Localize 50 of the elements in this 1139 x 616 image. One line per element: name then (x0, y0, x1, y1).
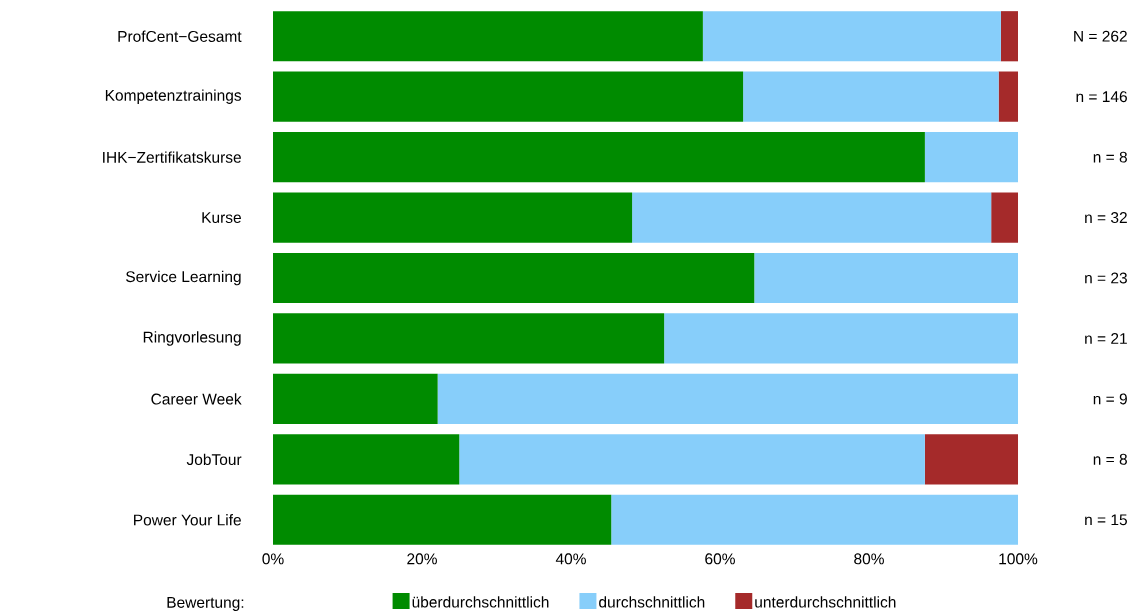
text: n = 146 (1076, 91, 1127, 103)
y-tick-label: Career Week (151, 393, 242, 405)
bar (273, 192, 633, 243)
text: n = 8 (1093, 453, 1127, 465)
legend-label: überdurchschnittlich (412, 596, 549, 608)
x-tick-label: 60% (705, 553, 735, 565)
bar (998, 71, 1019, 122)
bar (273, 71, 744, 122)
bar (273, 494, 612, 545)
text: n = 8 (1093, 151, 1127, 163)
x-tick-label: 0% (262, 553, 284, 565)
x-tick-label: 100% (999, 553, 1038, 565)
bar (459, 434, 925, 485)
legend-label: durchschnittlich (599, 596, 705, 608)
x-tick-label: 80% (854, 553, 884, 565)
y-tick-label: Ringvorlesung (143, 331, 241, 346)
text: n = 23 (1085, 272, 1127, 284)
bar (273, 252, 755, 304)
bar (273, 313, 665, 364)
bar (611, 494, 1019, 545)
bar (437, 373, 1019, 424)
y-tick-label: JobTour (186, 453, 242, 466)
legend-title: Bewertung: (167, 597, 244, 611)
x-tick-label: 20% (407, 553, 437, 565)
bar (924, 132, 1019, 183)
text: n = 21 (1085, 333, 1127, 344)
bar (1000, 11, 1019, 62)
bar (991, 192, 1019, 243)
bar (743, 71, 999, 122)
bar (273, 132, 925, 183)
y-tick-label: IHK−Zertifikatskurse (103, 151, 241, 163)
bar (273, 373, 438, 424)
bar (273, 11, 703, 62)
y-tick-label: Power Your Life (134, 514, 241, 526)
bar (664, 313, 1019, 364)
bar (702, 11, 1001, 62)
text: n = 32 (1085, 212, 1127, 224)
y-tick-label: Kurse (202, 212, 241, 223)
legend-label: unterdurchschnittlich (755, 596, 896, 608)
text: n = 9 (1093, 393, 1127, 405)
bar (632, 192, 992, 243)
bar (273, 434, 460, 485)
y-tick-label: ProfCent−Gesamt (118, 30, 242, 42)
text: N = 262 (1074, 30, 1127, 42)
x-tick-label: 40% (555, 553, 586, 565)
y-tick-label: Kompetenztrainings (105, 89, 242, 104)
y-tick-label: Service Learning (126, 270, 241, 286)
bar (924, 434, 1019, 485)
text: n = 15 (1085, 514, 1127, 526)
bar (754, 252, 1019, 304)
